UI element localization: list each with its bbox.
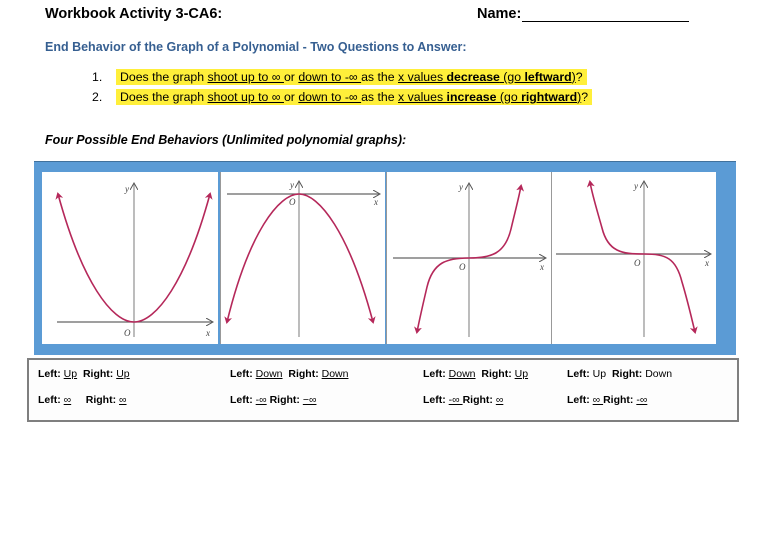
text: Down xyxy=(321,368,349,380)
text: x values increase (go rightward) xyxy=(398,90,581,104)
svg-text:O: O xyxy=(634,258,641,268)
graph-even-negative: y x O xyxy=(220,172,385,344)
text: Does the graph xyxy=(120,90,208,104)
svg-text:O: O xyxy=(289,197,296,207)
text: Left: xyxy=(423,368,449,380)
question-number: 2. xyxy=(92,90,103,104)
highlighted-question: Does the graph shoot up to ∞ or down to … xyxy=(116,69,587,85)
text: (go xyxy=(499,70,525,84)
parabola-down-graph: y x O xyxy=(224,180,385,337)
behavior-3-direction: Left: Down Right: Up xyxy=(423,368,528,380)
text: Right: xyxy=(85,394,120,406)
behavior-3-limits: Left: -∞ Right: ∞ xyxy=(423,394,503,406)
text: x values xyxy=(398,90,447,104)
text: or xyxy=(283,90,299,104)
svg-text:O: O xyxy=(124,328,131,338)
text: Left: xyxy=(38,368,64,380)
text: Left: xyxy=(423,394,449,406)
behavior-4-limits: Left: ∞ Right: -∞ xyxy=(567,394,647,406)
question-1: 1. Does the graph shoot up to ∞ or down t… xyxy=(92,69,587,85)
text: -∞ xyxy=(448,394,463,406)
text: leftward xyxy=(524,70,572,84)
text: Right: xyxy=(288,368,322,380)
text: as the xyxy=(361,90,399,104)
text: −∞ xyxy=(302,394,317,406)
subtitle: End Behavior of the Graph of a Polynomia… xyxy=(45,40,467,54)
graphs-frame: y x O y x O xyxy=(34,161,736,355)
graph-even-positive: y x O xyxy=(42,172,218,344)
graph-odd-negative: y x O xyxy=(552,172,716,344)
text: ? xyxy=(581,90,589,104)
text: ∞ xyxy=(63,394,72,406)
text: Left: xyxy=(567,368,593,380)
text: Down xyxy=(645,368,673,380)
svg-text:y: y xyxy=(124,184,129,194)
question-2: 2. Does the graph shoot up to ∞ or down t… xyxy=(92,89,593,105)
cubic-decreasing-graph: y x O xyxy=(556,172,716,337)
svg-text:y: y xyxy=(289,180,294,190)
text: (go xyxy=(496,90,522,104)
text: rightward xyxy=(521,90,578,104)
behavior-1-direction: Left: Up Right: Up xyxy=(38,368,130,380)
svg-text:O: O xyxy=(459,262,466,272)
parabola-up-graph: y x O xyxy=(55,172,218,338)
text: Right: xyxy=(611,368,646,380)
cubic-increasing-graph: y x O xyxy=(393,182,551,337)
text: ∞ xyxy=(592,394,604,406)
text: Left: xyxy=(230,368,256,380)
text: Left: xyxy=(38,394,64,406)
graph-odd-positive: y x O xyxy=(386,172,552,344)
text: ∞ xyxy=(119,394,127,406)
highlighted-question: Does the graph shoot up to ∞ or down to … xyxy=(116,89,593,105)
svg-text:y: y xyxy=(633,181,638,191)
svg-text:x: x xyxy=(704,258,709,268)
question-number: 1. xyxy=(92,70,103,84)
text: Up xyxy=(514,368,529,380)
text: Up xyxy=(116,368,130,380)
text: Up xyxy=(63,368,78,380)
text: Left: xyxy=(567,394,593,406)
text: Left: xyxy=(230,394,256,406)
text: or xyxy=(283,70,299,84)
text: x values decrease (go leftward) xyxy=(398,70,576,84)
behavior-labels-box: Left: Up Right: Up Left: ∞ Right: ∞ Left… xyxy=(27,358,739,422)
behavior-2-limits: Left: -∞ Right: −∞ xyxy=(230,394,316,406)
text: down to -∞ xyxy=(298,90,362,104)
text: ) xyxy=(577,90,582,104)
worksheet-title: Workbook Activity 3-CA6: xyxy=(45,6,223,22)
behavior-2-direction: Left: Down Right: Down xyxy=(230,368,348,380)
text: ? xyxy=(575,70,583,84)
name-field[interactable]: Name: xyxy=(477,6,690,22)
text: increase xyxy=(446,90,497,104)
text: Right: xyxy=(269,394,303,406)
text: shoot up to ∞ xyxy=(207,70,284,84)
text: decrease xyxy=(446,70,500,84)
name-label: Name: xyxy=(477,6,522,22)
text: Right: xyxy=(481,368,515,380)
text: ∞ xyxy=(495,394,504,406)
text: Down xyxy=(448,368,476,380)
svg-text:x: x xyxy=(205,328,210,338)
text: as the xyxy=(361,70,399,84)
text: x values xyxy=(398,70,447,84)
svg-text:y: y xyxy=(458,182,463,192)
text: -∞ xyxy=(255,394,267,406)
text: ) xyxy=(571,70,576,84)
behavior-1-limits: Left: ∞ Right: ∞ xyxy=(38,394,127,406)
svg-text:x: x xyxy=(539,262,544,272)
behavior-4-direction: Left: Up Right: Down xyxy=(567,368,672,380)
text: Right: xyxy=(462,394,496,406)
text: Up xyxy=(592,368,607,380)
section-title: Four Possible End Behaviors (Unlimited p… xyxy=(45,133,407,147)
text: Down xyxy=(255,368,283,380)
text: -∞ xyxy=(636,394,648,406)
text: Right: xyxy=(603,394,637,406)
svg-text:x: x xyxy=(373,197,378,207)
name-blank-line[interactable] xyxy=(522,7,690,22)
text: Right: xyxy=(82,368,117,380)
text: down to -∞ xyxy=(298,70,362,84)
text: shoot up to ∞ xyxy=(207,90,284,104)
text: Does the graph xyxy=(120,70,208,84)
